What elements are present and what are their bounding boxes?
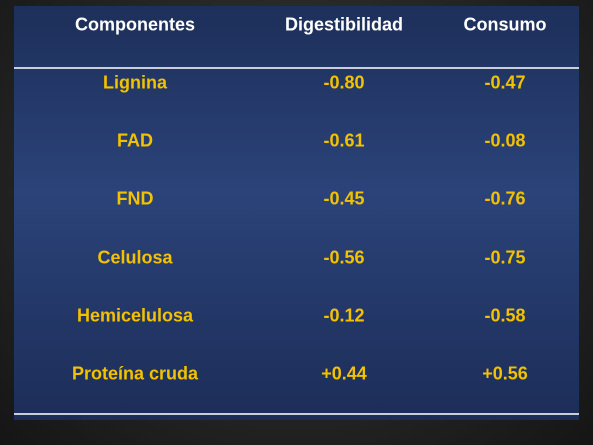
table-cell: -0.58 bbox=[484, 305, 526, 326]
table-cell: -0.47 bbox=[484, 72, 526, 93]
row-label: Hemicelulosa bbox=[76, 305, 194, 326]
table-cell: +0.44 bbox=[321, 363, 367, 384]
column-header: Digestibilidad bbox=[284, 14, 404, 35]
table-cell: -0.45 bbox=[323, 188, 365, 209]
row-label: Proteína cruda bbox=[71, 363, 199, 384]
table-cell: -0.12 bbox=[323, 305, 365, 326]
column-header: Componentes bbox=[74, 14, 196, 35]
table-cell: -0.56 bbox=[323, 247, 365, 268]
column-header: Consumo bbox=[463, 14, 547, 35]
row-label: Celulosa bbox=[97, 247, 173, 268]
row-label: Lignina bbox=[103, 72, 167, 93]
table-cell: -0.76 bbox=[484, 188, 526, 209]
row-label: FND bbox=[116, 188, 154, 209]
table-cell: -0.61 bbox=[323, 130, 365, 151]
row-label: FAD bbox=[117, 130, 153, 151]
table-panel bbox=[14, 6, 579, 420]
table-cell: -0.75 bbox=[484, 247, 526, 268]
table-cell: -0.80 bbox=[323, 72, 365, 93]
table-cell: +0.56 bbox=[482, 363, 528, 384]
bottom-rule bbox=[14, 413, 579, 415]
table-cell: -0.08 bbox=[484, 130, 526, 151]
header-rule bbox=[14, 67, 579, 69]
